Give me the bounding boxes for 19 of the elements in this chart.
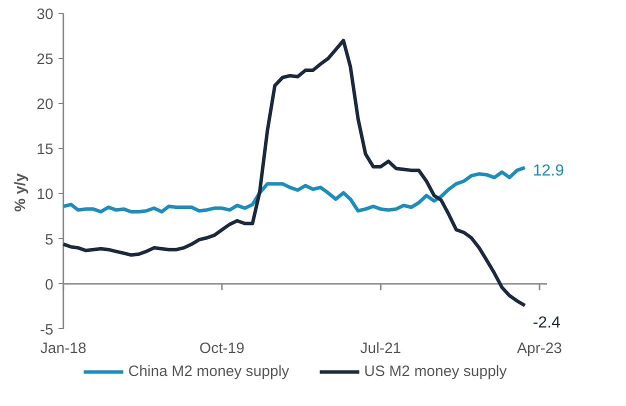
legend-label: China M2 money supply <box>128 363 290 380</box>
annotation: 12.9 <box>532 162 564 180</box>
x-tick-label: Jan-18 <box>40 340 86 357</box>
y-tick-label: 30 <box>36 6 54 24</box>
y-tick-label: 10 <box>36 186 54 204</box>
y-tick-label: 5 <box>45 231 54 248</box>
y-tick-label: 15 <box>36 141 54 158</box>
y-tick-label: 0 <box>45 276 54 294</box>
annotation: -2.4 <box>532 314 561 332</box>
y-tick-label: -5 <box>40 321 54 338</box>
line-series <box>62 38 527 308</box>
x-tick-label: Jul-21 <box>360 340 402 357</box>
x-tick-label: Oct-19 <box>199 340 244 357</box>
line-series <box>62 166 527 214</box>
y-axis-title: % y/y <box>12 172 29 212</box>
y-tick-label: 20 <box>36 96 54 114</box>
y-tick-label: 25 <box>36 51 54 68</box>
x-tick-label: Apr-23 <box>517 340 562 357</box>
legend-label: US M2 money supply <box>364 363 507 380</box>
